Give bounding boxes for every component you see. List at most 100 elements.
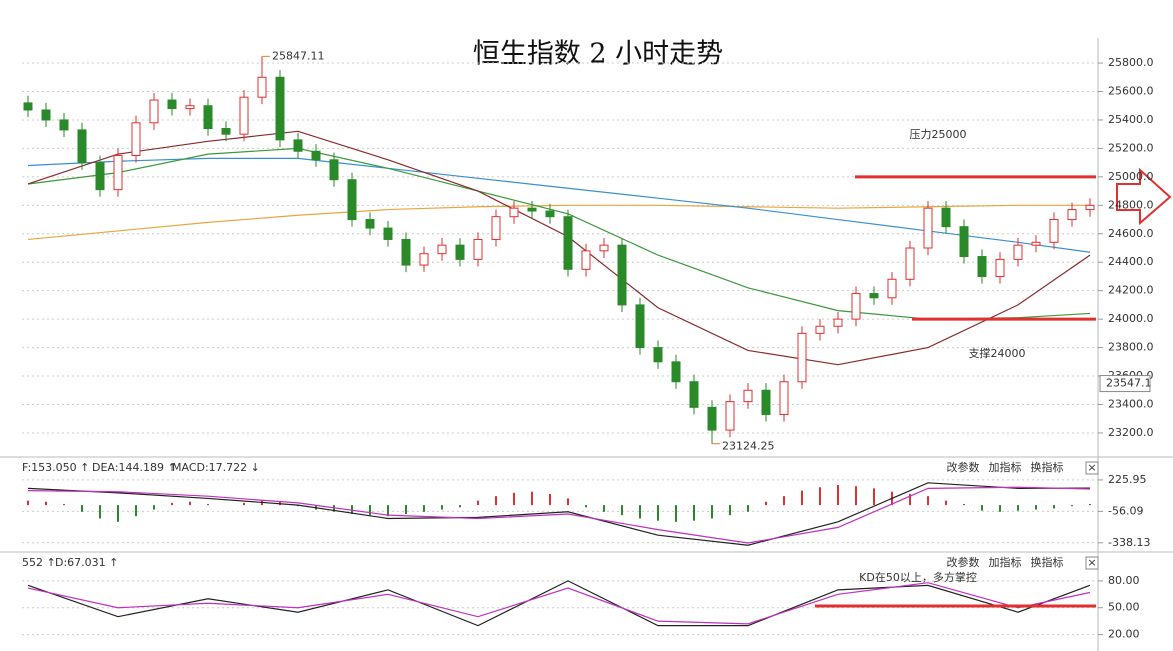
candle-body	[977, 256, 987, 277]
candle-body	[581, 250, 591, 270]
candle-body	[365, 219, 375, 229]
candle-body	[905, 247, 915, 280]
indicator-line	[27, 580, 1091, 627]
close-box	[1085, 556, 1099, 570]
candle-body	[995, 258, 1005, 277]
candle-body	[275, 76, 285, 141]
candle-body	[239, 96, 249, 135]
y-tick-label: 24600.0	[1108, 227, 1154, 240]
candle-body	[77, 129, 87, 164]
candle-body	[599, 244, 609, 252]
legend-label: 552 ↑	[22, 556, 56, 569]
y-tick-label: 24200.0	[1108, 284, 1154, 297]
y-tick-label: 24400.0	[1108, 255, 1154, 268]
y-tick-label: 25400.0	[1108, 113, 1154, 126]
indicator-button[interactable]: 加指标	[989, 460, 1022, 474]
level-label: 压力25000	[910, 128, 967, 141]
candle-body	[941, 207, 951, 228]
candle-body	[815, 325, 825, 334]
candle-body	[761, 389, 771, 415]
candle-body	[689, 381, 699, 408]
legend-label: D:67.031 ↑	[55, 556, 118, 569]
low-label: 23124.25	[722, 440, 775, 453]
level-label: 支撑24000	[969, 346, 1026, 360]
y-tick-label: 25600.0	[1108, 85, 1154, 98]
y-tick-label: 25800.0	[1108, 56, 1154, 69]
indicator-button[interactable]: ×	[1087, 556, 1096, 569]
candle-body	[617, 244, 627, 306]
legend-label: F:153.050 ↑	[22, 461, 89, 474]
candle-body	[851, 293, 861, 320]
candle-body	[1031, 241, 1041, 246]
candle-body	[725, 401, 735, 431]
candle-body	[455, 244, 465, 260]
indicator-button[interactable]: 换指标	[1031, 555, 1064, 569]
candle-body	[491, 216, 501, 240]
candle-body	[635, 304, 645, 349]
candle-body	[797, 332, 807, 383]
candle-body	[257, 76, 267, 98]
arrow-icon	[1116, 167, 1172, 226]
candle-body	[167, 99, 177, 110]
candle-body	[563, 216, 573, 270]
y-tick-label: 25200.0	[1108, 141, 1154, 154]
candle-body	[59, 119, 69, 131]
candle-body	[743, 389, 753, 403]
candle-body	[185, 105, 195, 110]
y-tick-label: 80.00	[1108, 574, 1140, 587]
candle-body	[221, 127, 231, 135]
indicator-button[interactable]: 改参数	[947, 460, 980, 474]
price-marker-label: 23547.1	[1106, 377, 1152, 390]
indicator-button[interactable]: ×	[1087, 461, 1096, 474]
price-marker-box	[1099, 375, 1151, 393]
candle-body	[293, 139, 303, 152]
candle-body	[833, 318, 843, 327]
indicator-button[interactable]: 改参数	[947, 555, 980, 569]
indicator-line	[27, 482, 1091, 546]
close-box	[1085, 461, 1099, 475]
chart-title: 恒生指数 2 小时走势	[473, 39, 723, 70]
candle-body	[707, 406, 717, 431]
candle-body	[95, 162, 105, 191]
candle-body	[509, 207, 519, 218]
candle-body	[311, 150, 321, 161]
y-tick-label: 225.95	[1108, 473, 1147, 486]
candle-body	[959, 226, 969, 258]
indicator-line	[27, 582, 1091, 625]
candle-body	[1013, 244, 1023, 260]
level-label: KD在50以上，多方掌控	[859, 570, 977, 584]
candle-body	[437, 244, 447, 255]
y-tick-label: 24800.0	[1108, 198, 1154, 211]
candle-body	[131, 122, 141, 157]
candle-body	[887, 278, 897, 299]
candle-body	[1067, 209, 1077, 221]
high-label: 25847.11	[272, 49, 325, 62]
y-tick-label: 24000.0	[1108, 312, 1154, 325]
y-tick-label: 23800.0	[1108, 341, 1154, 354]
candle-body	[329, 159, 339, 181]
candle-body	[473, 238, 483, 260]
indicator-button[interactable]: 加指标	[989, 555, 1022, 569]
candle-body	[41, 109, 51, 121]
candle-body	[779, 381, 789, 415]
candle-body	[923, 207, 933, 249]
candle-body	[113, 155, 123, 191]
candle-body	[401, 238, 411, 266]
candle-body	[347, 179, 357, 221]
candle-body	[653, 347, 663, 363]
candle-body	[419, 253, 429, 266]
candle-body	[671, 361, 681, 383]
candle-body	[23, 102, 33, 111]
candle-body	[203, 105, 213, 129]
candle-body	[527, 207, 537, 212]
candle-body	[149, 99, 159, 124]
candle-body	[1085, 204, 1095, 211]
candle-body	[1049, 219, 1059, 243]
candle-body	[545, 210, 555, 218]
y-tick-label: 20.00	[1108, 628, 1140, 641]
y-tick-label: 23400.0	[1108, 397, 1154, 410]
candle-body	[383, 227, 393, 240]
indicator-button[interactable]: 换指标	[1031, 460, 1064, 474]
y-tick-label: -338.13	[1108, 536, 1150, 549]
indicator-line	[27, 486, 1091, 544]
